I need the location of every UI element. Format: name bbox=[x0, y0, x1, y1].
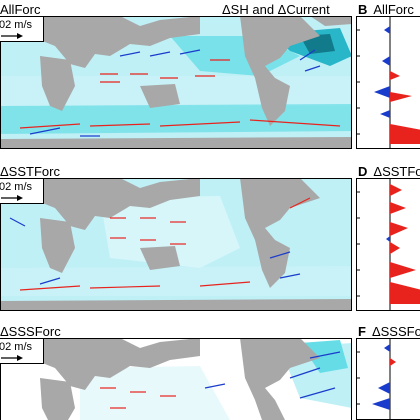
land-antarctica bbox=[0, 299, 352, 311]
panel-f-title: ΔSSSForc bbox=[371, 324, 420, 339]
land-eurasia bbox=[30, 178, 200, 230]
scale-text-c: 02 m/s bbox=[0, 181, 33, 193]
vector-arrows-c bbox=[9, 197, 311, 291]
panel-a-label: AllForc bbox=[0, 2, 41, 17]
land-americas bbox=[240, 178, 320, 288]
scale-text-a: 02 m/s bbox=[0, 19, 33, 31]
panel-c-label: ΔSSTForc bbox=[0, 164, 60, 179]
scale-legend-a: 02 m/s bbox=[0, 16, 44, 42]
land-americas bbox=[240, 338, 320, 420]
map-panel-c bbox=[0, 178, 352, 311]
scale-arrow-icon bbox=[1, 355, 23, 361]
panel-b-label: B AllForc bbox=[358, 2, 414, 17]
land-africa bbox=[40, 378, 75, 420]
panel-d-label: DΔSSTForc bbox=[358, 165, 420, 178]
panel-e-label: ΔSSSForc bbox=[0, 324, 61, 339]
scale-text-e: 02 m/s bbox=[0, 341, 33, 353]
profile-panel-f bbox=[356, 338, 420, 420]
vector-arrows-e bbox=[100, 351, 341, 409]
scale-legend-e: 02 m/s bbox=[0, 338, 44, 364]
land-antarctica bbox=[0, 137, 352, 149]
map-panel-a bbox=[0, 16, 352, 149]
panel-d-title: ΔSSTForc bbox=[373, 164, 420, 179]
profile-panel-b bbox=[356, 16, 420, 149]
map-panel-e bbox=[0, 338, 352, 420]
land-greenland bbox=[310, 16, 352, 26]
figure-top-title: ΔSH and ΔCurrent bbox=[222, 2, 330, 17]
land-australia bbox=[140, 84, 180, 108]
vector-arrows-a bbox=[19, 49, 341, 137]
panel-f-label: FΔSSSForc bbox=[358, 325, 420, 338]
land-americas bbox=[240, 16, 320, 126]
land-africa bbox=[40, 56, 75, 111]
land-australia bbox=[140, 246, 180, 270]
scale-legend-c: 02 m/s bbox=[0, 178, 44, 204]
land-africa bbox=[40, 218, 75, 273]
profile-panel-d bbox=[356, 178, 420, 311]
scale-arrow-icon bbox=[1, 33, 23, 39]
scale-arrow-icon bbox=[1, 195, 23, 201]
land-eurasia bbox=[30, 16, 200, 68]
panel-b-title: AllForc bbox=[373, 2, 414, 17]
land-eurasia bbox=[30, 338, 200, 390]
